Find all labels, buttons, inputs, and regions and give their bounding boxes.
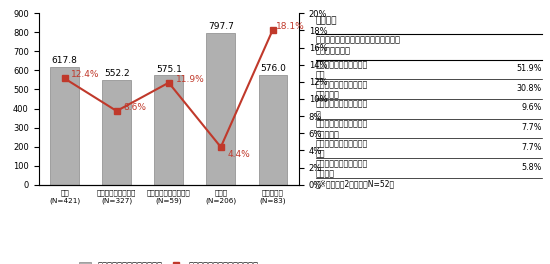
Text: 7.7%: 7.7% xyxy=(521,123,542,132)
Text: 家庭内の問題を抱えてい
る: 家庭内の問題を抱えてい る xyxy=(316,100,368,119)
Text: （※主なもの2つまで，N=52）: （※主なもの2つまで，N=52） xyxy=(316,180,395,189)
Text: 575.1: 575.1 xyxy=(156,65,182,74)
Bar xyxy=(50,67,79,185)
Text: 51.9%: 51.9% xyxy=(516,64,542,73)
Text: 11.9%: 11.9% xyxy=(175,75,204,84)
Text: 4.4%: 4.4% xyxy=(228,150,250,159)
Legend: 平均世帯年収（税込、万円）, 貧困率（等価税込所得ベース）: 平均世帯年収（税込、万円）, 貧困率（等価税込所得ベース） xyxy=(75,258,262,264)
Text: 貧困層の専業主婦世帯の母親が働いて
いない主な理由: 貧困層の専業主婦世帯の母親が働いて いない主な理由 xyxy=(316,36,401,55)
Text: 18.1%: 18.1% xyxy=(276,22,304,31)
Text: 8.6%: 8.6% xyxy=(123,103,146,112)
Text: 12.4%: 12.4% xyxy=(72,70,100,79)
Text: （参考）: （参考） xyxy=(316,17,338,26)
Bar xyxy=(102,79,131,185)
Text: 617.8: 617.8 xyxy=(52,56,78,65)
Bar xyxy=(258,75,287,185)
Text: 9.6%: 9.6% xyxy=(522,103,542,112)
Text: 自分の年齢に合う仕事が
ない: 自分の年齢に合う仕事が ない xyxy=(316,139,368,159)
Text: 797.7: 797.7 xyxy=(208,22,234,31)
Text: 子どもの保育の手だてが
ない: 子どもの保育の手だてが ない xyxy=(316,60,368,80)
Text: 30.8%: 30.8% xyxy=(517,84,542,93)
Text: 7.7%: 7.7% xyxy=(521,143,542,152)
Text: 576.0: 576.0 xyxy=(260,64,286,73)
Text: 552.2: 552.2 xyxy=(104,69,129,78)
Text: 5.8%: 5.8% xyxy=(522,163,542,172)
Bar xyxy=(155,75,183,185)
Text: 収入について条件の合う
仕事がない: 収入について条件の合う 仕事がない xyxy=(316,120,368,139)
Text: 時間について条件の合う
仕事がない: 時間について条件の合う 仕事がない xyxy=(316,80,368,100)
Text: 家族の介護をしなければ
ならない: 家族の介護をしなければ ならない xyxy=(316,159,368,178)
Bar xyxy=(206,33,235,185)
